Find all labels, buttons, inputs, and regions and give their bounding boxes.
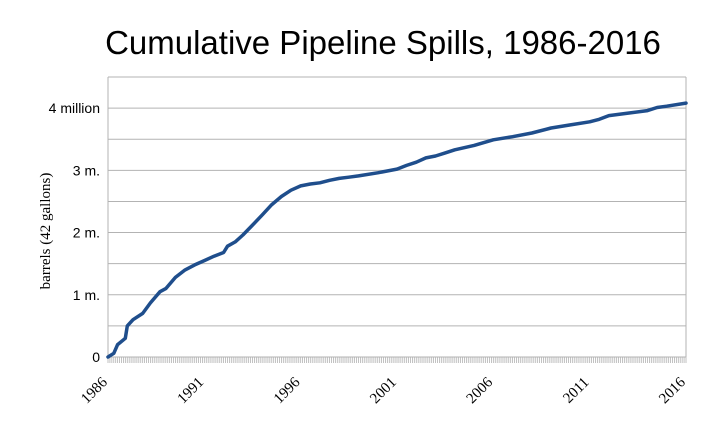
series-line-cumulative-spills <box>106 101 688 359</box>
chart-title: Cumulative Pipeline Spills, 1986-2016 <box>105 24 661 61</box>
x-tick-label: 2011 <box>560 375 592 407</box>
axes <box>107 77 687 363</box>
gridlines <box>108 76 686 327</box>
series-layer <box>106 101 688 359</box>
x-tick-label: 2006 <box>464 374 497 407</box>
y-axis-label: barrels (42 gallons) <box>38 173 54 290</box>
y-tick-label: 2 m. <box>73 225 100 241</box>
x-tick-label: 1986 <box>78 374 111 407</box>
x-tick-label: 1991 <box>175 375 208 408</box>
y-tick-label: 3 m. <box>73 162 100 178</box>
x-tick-label: 2016 <box>656 374 689 407</box>
y-tick-label: 0 <box>92 349 100 365</box>
y-tick-labels: 0 1 m. 2 m. 3 m. 4 million <box>49 100 101 365</box>
x-tick-label: 2001 <box>367 375 400 408</box>
x-tick-label: 1996 <box>271 374 304 407</box>
y-tick-label: 1 m. <box>73 287 100 303</box>
x-tick-labels: 1986 1991 1996 2001 2006 2011 2016 <box>78 374 689 407</box>
y-tick-label: 4 million <box>49 100 100 116</box>
